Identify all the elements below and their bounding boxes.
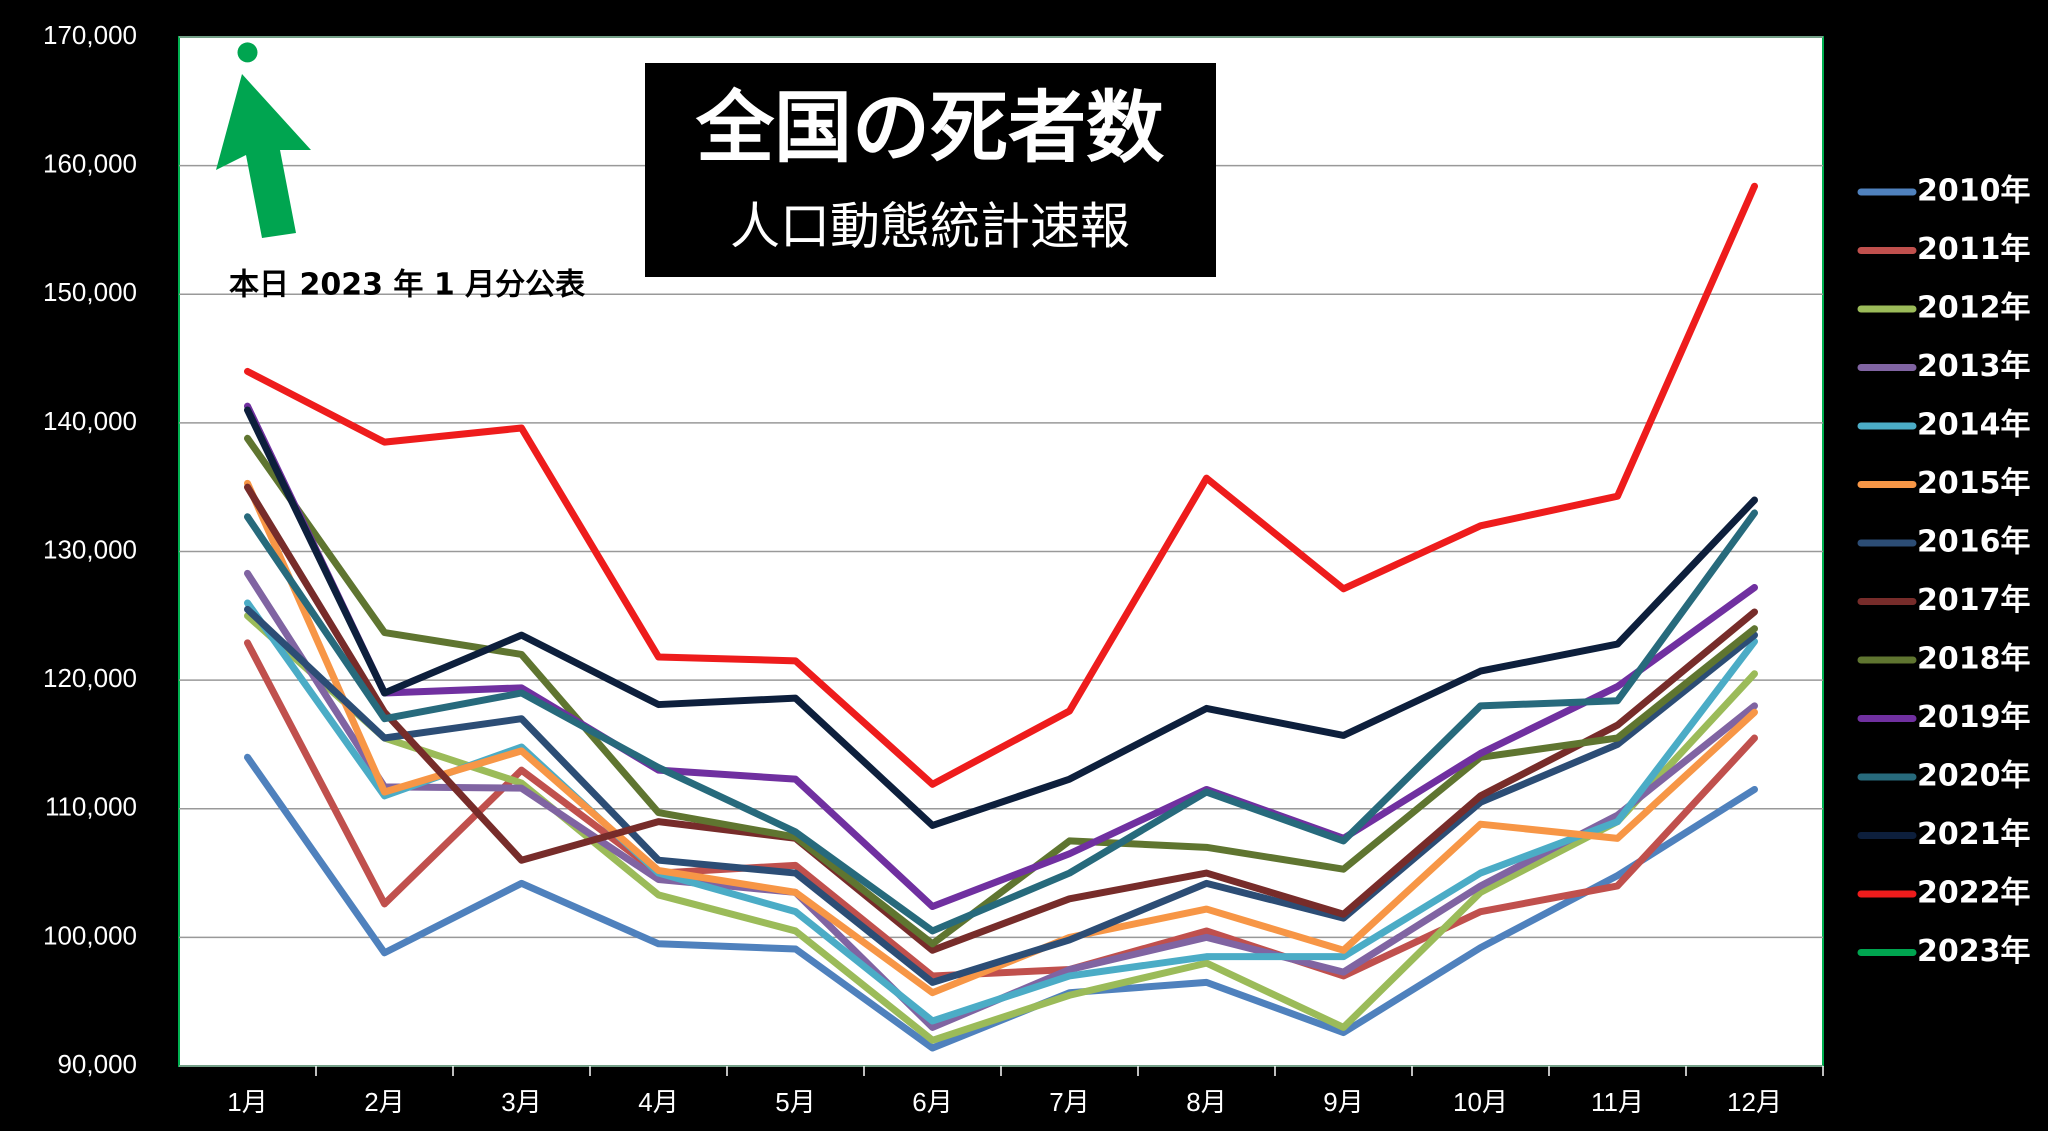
x-tick-label: 9月 (1323, 1087, 1363, 1117)
y-tick-label: 150,000 (43, 277, 137, 307)
legend-label: 2020年 (1917, 759, 2031, 794)
series-line (244, 612, 1758, 1044)
series-line (244, 182, 1758, 788)
arrow (216, 74, 311, 238)
x-tick-label: 1月 (227, 1087, 267, 1117)
x-tick-label: 5月 (775, 1087, 815, 1117)
series-line (244, 639, 1758, 980)
legend-label: 2019年 (1917, 700, 2031, 735)
y-tick-label: 120,000 (43, 663, 137, 693)
legend-label: 2021年 (1917, 817, 2031, 852)
series-line (244, 605, 1758, 986)
x-tick-label: 10月 (1453, 1087, 1508, 1117)
series-line (244, 434, 1758, 948)
series-line (244, 483, 1758, 954)
legend-label: 2018年 (1917, 642, 2031, 677)
series-line (244, 406, 1758, 829)
chart-subtitle: 人口動態統計速報 (730, 198, 1130, 256)
y-tick-label: 160,000 (43, 149, 137, 179)
y-tick-label: 100,000 (43, 920, 137, 950)
series-line (244, 479, 1758, 997)
y-tick-label: 110,000 (45, 792, 137, 822)
annotation: 本日 2023 年 1 月分公表 (229, 268, 585, 303)
legend-label: 2022年 (1917, 876, 2031, 911)
y-tick-label: 130,000 (43, 534, 137, 564)
legend-label: 2014年 (1917, 408, 2031, 443)
x-tick-label: 7月 (1049, 1087, 1089, 1117)
legend-label: 2016年 (1917, 525, 2031, 560)
x-tick-label: 8月 (1186, 1087, 1226, 1117)
legend-label: 2013年 (1917, 349, 2031, 384)
series-line (244, 509, 1758, 935)
legend-label: 2010年 (1917, 174, 2031, 209)
series-line (244, 402, 1758, 911)
x-tick-label: 4月 (638, 1087, 678, 1117)
legend-label: 2015年 (1917, 466, 2031, 501)
x-tick-label: 3月 (501, 1087, 541, 1117)
y-tick-label: 170,000 (43, 20, 137, 50)
legend-label: 2012年 (1917, 291, 2031, 326)
x-tick-label: 11月 (1591, 1087, 1644, 1117)
y-tick-label: 90,000 (57, 1049, 137, 1079)
chart-title: 全国の死者数 (695, 83, 1164, 173)
x-tick-label: 12月 (1727, 1087, 1782, 1117)
legend-label: 2011年 (1917, 232, 2031, 267)
x-tick-label: 2月 (364, 1087, 404, 1117)
x-tick-label: 6月 (912, 1087, 952, 1117)
legend-label: 2017年 (1917, 583, 2031, 618)
legend-label: 2023年 (1917, 934, 2031, 969)
title-box (645, 63, 1216, 277)
y-tick-label: 140,000 (43, 406, 137, 436)
point (237, 42, 258, 63)
